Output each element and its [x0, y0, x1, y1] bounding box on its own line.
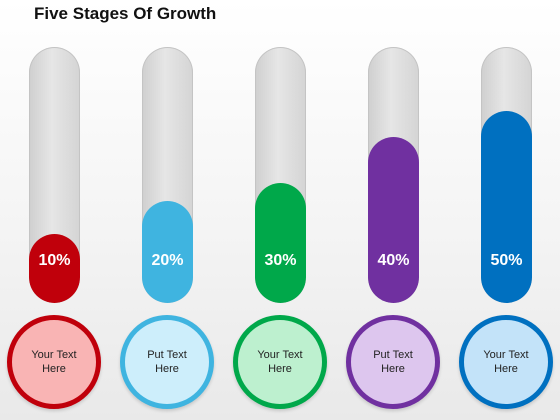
stage-circle: Your Text Here — [459, 315, 553, 409]
stage-5: 50% Your Text Here — [456, 0, 556, 420]
stage-2: 20% Put Text Here — [117, 0, 217, 420]
stage-circle: Put Text Here — [120, 315, 214, 409]
progress-track — [142, 47, 193, 303]
percent-label: 30% — [264, 252, 297, 269]
stage-caption: Put Text Here — [147, 349, 187, 375]
stage-circle: Your Text Here — [7, 315, 101, 409]
stage-circle: Your Text Here — [233, 315, 327, 409]
stage-4: 40% Put Text Here — [343, 0, 443, 420]
stage-3: 30% Your Text Here — [230, 0, 330, 420]
stage-1: 10% Your Text Here — [4, 0, 104, 420]
progress-fill — [29, 234, 80, 303]
progress-fill — [255, 183, 306, 303]
progress-track — [481, 47, 532, 303]
stage-caption: Your Text Here — [483, 349, 529, 375]
percent-label: 40% — [377, 252, 410, 269]
stage-caption: Your Text Here — [257, 349, 303, 375]
stage-caption: Your Text Here — [31, 349, 77, 375]
percent-label: 20% — [151, 252, 184, 269]
progress-track — [368, 47, 419, 303]
percent-label: 50% — [490, 252, 523, 269]
progress-fill — [368, 137, 419, 303]
progress-track — [255, 47, 306, 303]
progress-fill — [481, 111, 532, 303]
progress-track — [29, 47, 80, 303]
percent-label: 10% — [38, 252, 71, 269]
stage-caption: Put Text Here — [373, 349, 413, 375]
stage-circle: Put Text Here — [346, 315, 440, 409]
progress-fill — [142, 201, 193, 303]
page-title: Five Stages Of Growth — [34, 4, 217, 23]
